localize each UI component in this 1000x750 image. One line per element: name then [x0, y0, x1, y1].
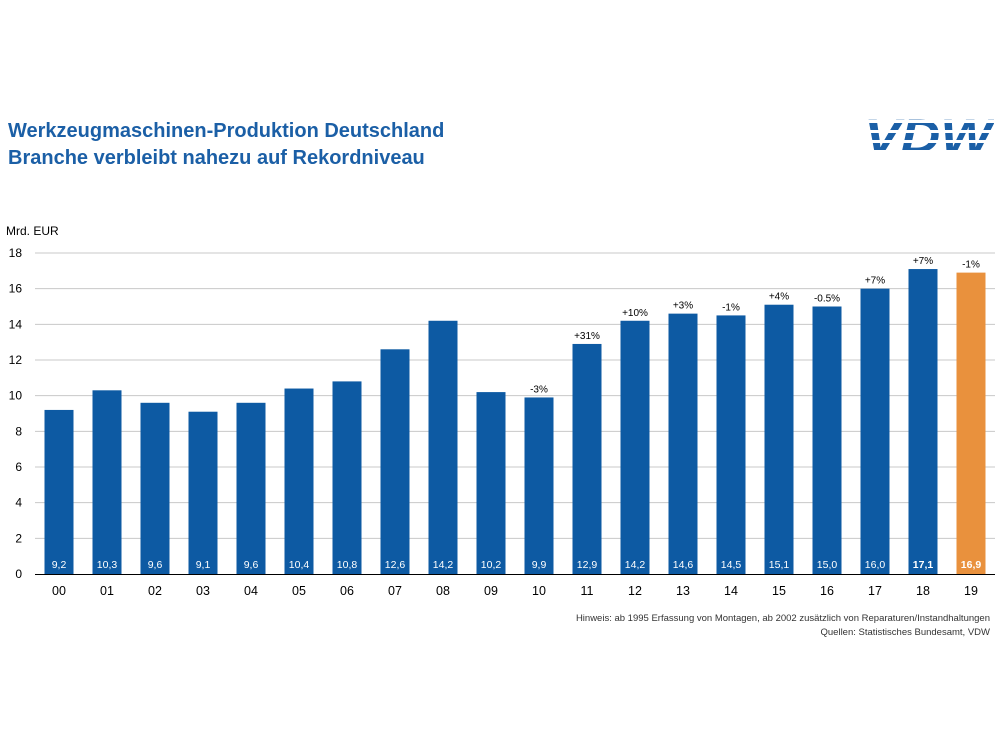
bar-08 [428, 320, 458, 574]
x-tick-label-06: 06 [340, 584, 354, 598]
change-label-10: -3% [530, 384, 548, 395]
x-tick-label-14: 14 [724, 584, 738, 598]
y-tick-label: 12 [9, 353, 23, 367]
bars [44, 269, 986, 574]
chart-subtitle: Branche verbleibt nahezu auf Rekordnivea… [8, 147, 425, 169]
change-label-16: -0.5% [814, 294, 840, 305]
value-label-11: 12,9 [577, 559, 598, 571]
value-label-00: 9,2 [52, 559, 67, 571]
x-tick-label-11: 11 [581, 584, 594, 598]
x-tick-label-01: 01 [100, 584, 114, 598]
x-tick-label-10: 10 [532, 584, 546, 598]
gridlines [35, 252, 995, 539]
footnote-source: Quellen: Statistisches Bundesamt, VDW [820, 627, 991, 638]
bar-02 [140, 402, 170, 574]
bar-13 [668, 313, 698, 574]
value-label-09: 10,2 [481, 559, 502, 571]
bar-11 [572, 343, 602, 574]
x-tick-label-03: 03 [196, 584, 210, 598]
bar-09 [476, 392, 506, 574]
y-tick-label: 2 [15, 531, 22, 545]
x-tick-label-16: 16 [820, 584, 834, 598]
bar-16 [812, 306, 842, 574]
value-label-03: 9,1 [196, 559, 211, 571]
x-tick-label-09: 09 [484, 584, 498, 598]
bar-17 [860, 288, 890, 574]
value-label-01: 10,3 [97, 559, 118, 571]
change-label-14: -1% [722, 302, 740, 313]
x-tick-label-19: 19 [964, 584, 978, 598]
value-label-15: 15,1 [769, 559, 790, 571]
value-label-04: 9,6 [244, 559, 259, 571]
x-tick-label-15: 15 [772, 584, 786, 598]
change-label-15: +4% [769, 292, 789, 303]
y-axis-ticks: 0 2 4 6 8 10 12 14 16 18 [9, 246, 23, 581]
bar-12 [620, 320, 650, 574]
y-tick-label: 0 [15, 567, 22, 581]
bar-03 [188, 411, 218, 574]
value-label-08: 14,2 [433, 559, 454, 571]
y-tick-label: 8 [15, 424, 22, 438]
bar-15 [764, 304, 794, 574]
value-label-18: 17,1 [913, 559, 934, 571]
x-tick-label-13: 13 [676, 584, 690, 598]
x-tick-label-02: 02 [148, 584, 162, 598]
value-label-16: 15,0 [817, 559, 838, 571]
change-label-17: +7% [865, 276, 885, 287]
footnotes: Hinweis: ab 1995 Erfassung von Montagen,… [576, 612, 990, 640]
y-tick-label: 18 [9, 246, 23, 260]
bar-04 [236, 402, 266, 574]
bar-05 [284, 388, 314, 574]
change-label-13: +3% [673, 301, 693, 312]
change-label-11: +31% [574, 331, 600, 342]
bar-07 [380, 349, 410, 574]
y-tick-label: 6 [15, 460, 22, 474]
x-tick-label-17: 17 [868, 584, 882, 598]
y-tick-label: 14 [9, 317, 23, 331]
x-tick-label-18: 18 [916, 584, 930, 598]
x-tick-label-04: 04 [244, 584, 258, 598]
x-axis-ticks: 00 01 02 03 04 05 06 07 08 09 10 11 12 13 14 15 16 17 18 19 [52, 584, 978, 598]
bar-10 [524, 397, 554, 574]
x-tick-label-05: 05 [292, 584, 306, 598]
bar-01 [92, 390, 122, 574]
value-labels: 9,2 10,3 9,6 9,1 9,6 10,4 10,8 12,6 14,2 10,2 9,9 1… [52, 559, 982, 571]
bar-06 [332, 381, 362, 574]
bar-00 [44, 409, 74, 574]
change-label-18: +7% [913, 256, 933, 267]
value-label-13: 14,6 [673, 559, 694, 571]
change-label-19: -1% [962, 260, 980, 271]
x-tick-label-07: 07 [388, 584, 402, 598]
value-label-14: 14,5 [721, 559, 742, 571]
x-tick-label-00: 00 [52, 584, 66, 598]
bar-14 [716, 315, 746, 574]
x-tick-label-12: 12 [628, 584, 642, 598]
x-tick-label-08: 08 [436, 584, 450, 598]
y-tick-label: 10 [9, 389, 23, 403]
bar-18 [908, 269, 938, 574]
value-label-12: 14,2 [625, 559, 646, 571]
chart-title: Werkzeugmaschinen-Produktion Deutschland [8, 120, 445, 142]
value-label-19: 16,9 [961, 559, 982, 571]
y-tick-label: 16 [9, 282, 23, 296]
value-label-17: 16,0 [865, 559, 886, 571]
value-label-10: 9,9 [532, 559, 547, 571]
value-label-05: 10,4 [289, 559, 310, 571]
change-label-12: +10% [622, 308, 648, 319]
y-tick-label: 4 [15, 496, 22, 510]
value-label-06: 10,8 [337, 559, 358, 571]
change-labels: -3% +31% +10% +3% -1% +4% -0.5% +7% +7% -1% [530, 256, 980, 395]
bar-19 [956, 272, 986, 574]
y-axis-label: Mrd. EUR [6, 224, 59, 238]
footnote-hint: Hinweis: ab 1995 Erfassung von Montagen,… [575, 613, 990, 624]
value-label-07: 12,6 [385, 559, 406, 571]
vdw-logo: VDW [864, 113, 994, 157]
value-label-02: 9,6 [148, 559, 163, 571]
